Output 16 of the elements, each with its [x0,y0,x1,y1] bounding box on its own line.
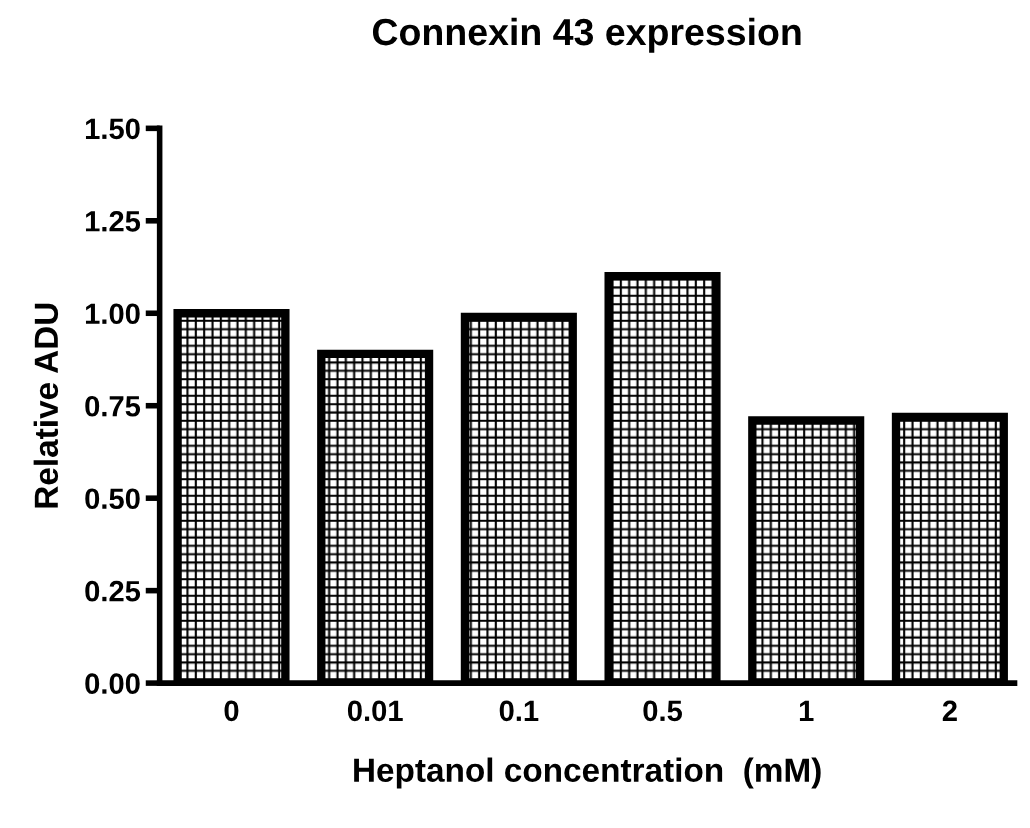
y-tick-label: 0.50 [85,488,140,510]
y-tick-label: 0.00 [85,673,140,694]
x-tick-label: 0.1 [499,700,539,722]
chart-title: Connexin 43 expression [372,17,801,53]
x-tick-label: 2 [942,700,957,721]
y-tick-label: 1.25 [85,211,141,232]
x-axis-title: Heptanol concentration (mM) [354,757,821,789]
y-tick-label: 1.00 [85,303,140,325]
y-tick-label: 0.25 [85,580,141,602]
x-tick-label: 0.5 [643,700,682,722]
y-tick-label: 1.50 [85,118,140,140]
x-tick-label: 0.01 [347,700,403,722]
y-tick-label: 0.75 [85,395,141,417]
x-tick-label: 0 [224,700,239,722]
y-axis-title: Relative ADU [33,303,59,508]
x-tick-label: 1 [799,700,814,721]
